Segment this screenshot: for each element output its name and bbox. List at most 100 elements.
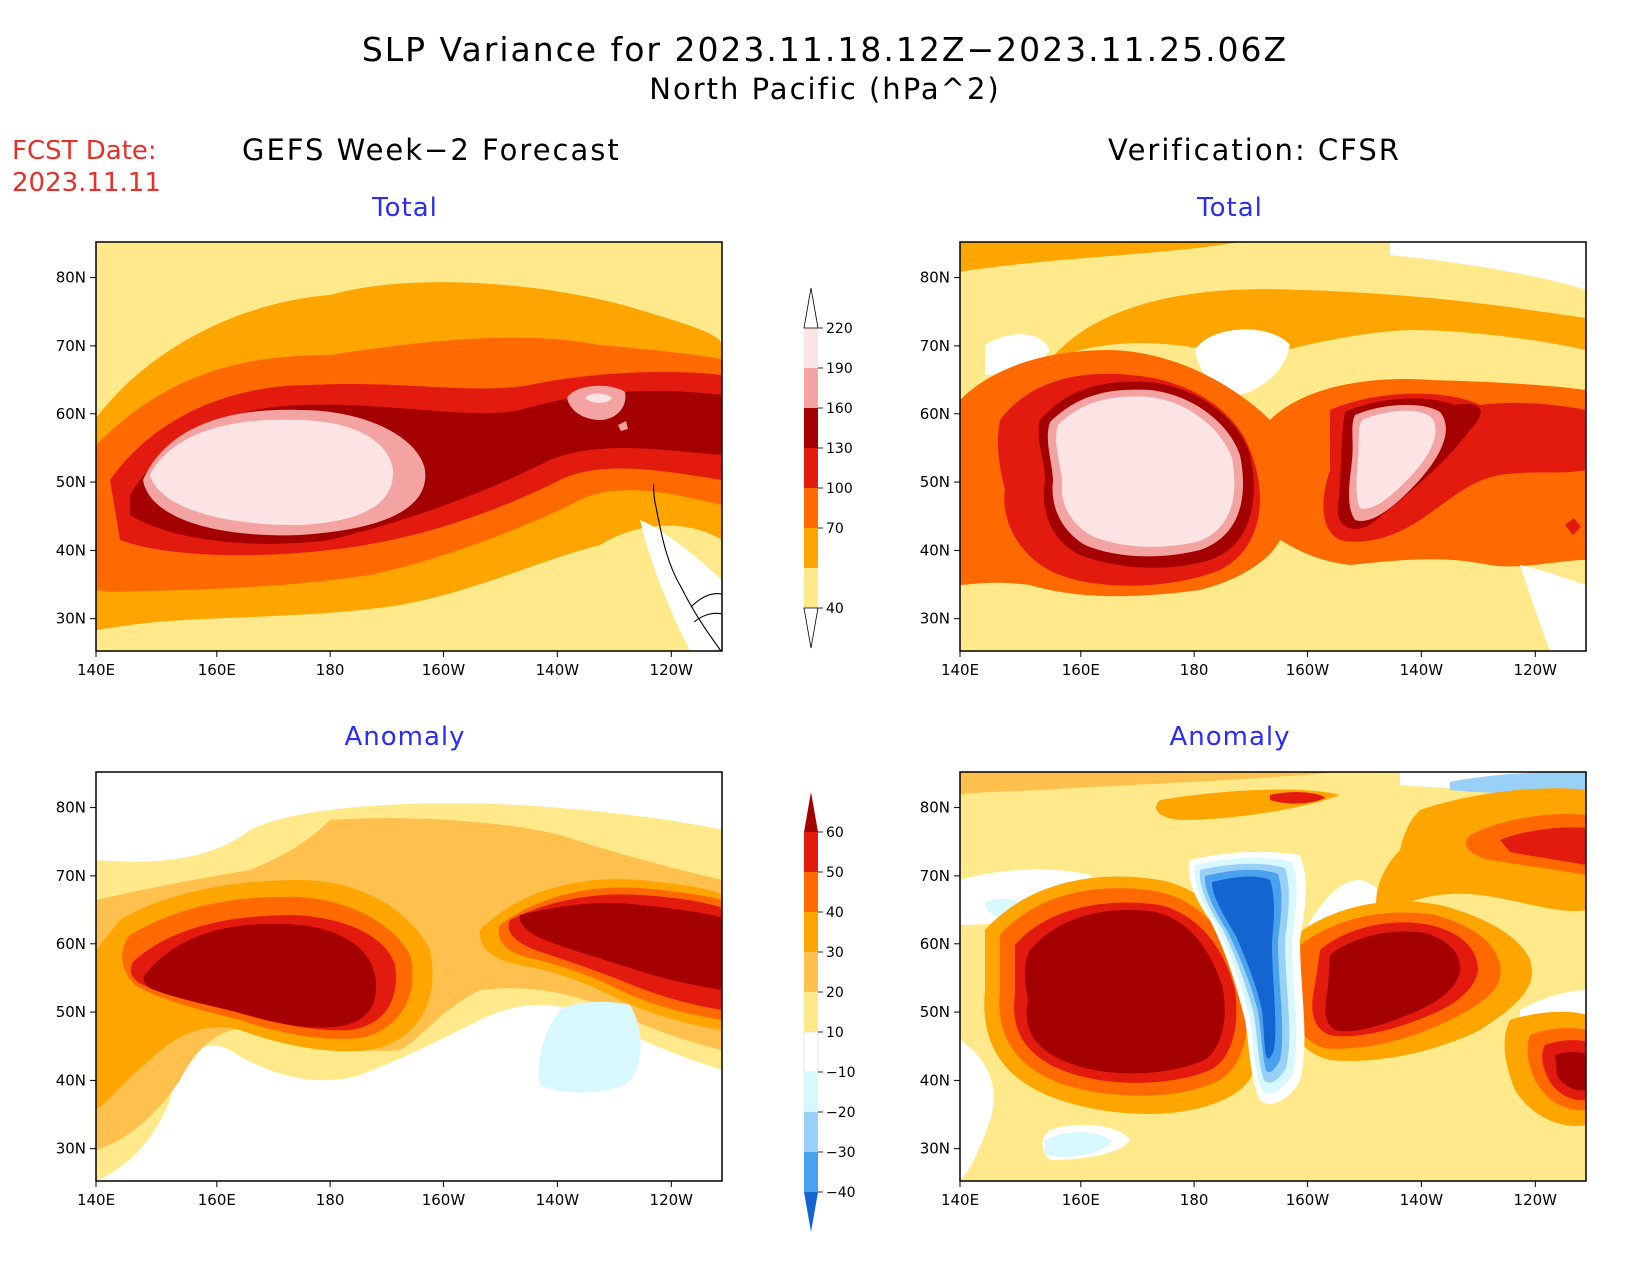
colorbar-anomaly-swatch bbox=[804, 1072, 818, 1112]
colorbar-anomaly-swatch bbox=[804, 832, 818, 872]
forecast-date-block: FCST Date: 2023.11.11 bbox=[12, 135, 161, 199]
map-frame-forecast-total bbox=[95, 241, 723, 652]
colorbar-total-label: 220 bbox=[826, 321, 853, 337]
lon-tick-label: 120W bbox=[1514, 661, 1558, 679]
lat-tick-label: 50N bbox=[920, 1003, 950, 1021]
colorbar-anomaly-label: −40 bbox=[826, 1185, 856, 1201]
lon-tick-label: 140W bbox=[536, 1191, 580, 1209]
figure-title: SLP Variance for 2023.11.18.12Z−2023.11.… bbox=[361, 30, 1289, 69]
lon-tick-label: 160E bbox=[198, 1191, 236, 1209]
colorbar-total-label: 130 bbox=[826, 441, 853, 457]
colorbar-total-bottom-arrow bbox=[803, 607, 819, 649]
colorbars: 220 190 160 130 100 70 40 60 50 40 30 20 10 −10 −20 −30… bbox=[803, 287, 856, 1232]
lat-tick-label: 50N bbox=[56, 1003, 86, 1021]
colorbar-total-label: 190 bbox=[826, 361, 853, 377]
colorbar-anomaly-label: 30 bbox=[826, 945, 844, 961]
lon-tick-label: 160W bbox=[422, 661, 466, 679]
lon-tick-label: 120W bbox=[650, 661, 694, 679]
colorbar-anomaly-swatch bbox=[804, 872, 818, 912]
coastline-forecast-total bbox=[652, 484, 723, 652]
colorbar-anomaly-label: 40 bbox=[826, 905, 844, 921]
lon-tick-label: 140W bbox=[1400, 1191, 1444, 1209]
colorbar-anomaly-swatch bbox=[804, 1112, 818, 1152]
lat-tick-label: 30N bbox=[920, 610, 950, 628]
lat-tick-label: 60N bbox=[920, 935, 950, 953]
lat-tick-label: 40N bbox=[920, 1071, 950, 1089]
left-column-title: GEFS Week−2 Forecast bbox=[242, 133, 621, 167]
lon-tick-label: 160E bbox=[1062, 1191, 1100, 1209]
lon-tick-label: 140W bbox=[1400, 661, 1444, 679]
colorbar-anomaly-label: 20 bbox=[826, 985, 844, 1001]
lat-tick-label: 80N bbox=[920, 269, 950, 287]
map-frame-verification-anomaly bbox=[959, 771, 1587, 1182]
panel-title-anomaly-forecast: Anomaly bbox=[344, 722, 466, 752]
lat-tick-label: 30N bbox=[56, 610, 86, 628]
lat-tick-label: 70N bbox=[56, 867, 86, 885]
colorbar-total-swatch bbox=[804, 528, 818, 568]
colorbar-total-label: 160 bbox=[826, 401, 853, 417]
lon-tick-label: 180 bbox=[1180, 661, 1209, 679]
lat-tick-label: 70N bbox=[920, 867, 950, 885]
colorbar-total-swatch bbox=[804, 488, 818, 528]
lon-tick-label: 120W bbox=[1514, 1191, 1558, 1209]
lat-tick-label: 60N bbox=[920, 405, 950, 423]
lon-tick-label: 120W bbox=[650, 1191, 694, 1209]
figure-subtitle: North Pacific (hPa^2) bbox=[649, 72, 1001, 106]
colorbar-anomaly-swatch bbox=[804, 912, 818, 952]
map-panel-forecast-total bbox=[96, 242, 722, 651]
colorbar-anomaly-label: 10 bbox=[826, 1025, 844, 1041]
lat-tick-label: 40N bbox=[920, 541, 950, 559]
lon-tick-label: 140E bbox=[77, 1191, 115, 1209]
lon-tick-label: 160W bbox=[1286, 1191, 1330, 1209]
lat-tick-label: 70N bbox=[56, 337, 86, 355]
lon-tick-label: 140E bbox=[941, 661, 979, 679]
colorbar-total-swatch bbox=[804, 568, 818, 608]
lat-tick-label: 60N bbox=[56, 405, 86, 423]
lat-tick-label: 30N bbox=[56, 1140, 86, 1158]
lat-tick-label: 70N bbox=[920, 337, 950, 355]
coastline-segment bbox=[690, 593, 723, 608]
map-panel-verification-total bbox=[960, 242, 1586, 651]
lat-tick-label: 80N bbox=[56, 269, 86, 287]
map-frame-forecast-anomaly bbox=[95, 771, 723, 1182]
lon-tick-label: 180 bbox=[316, 1191, 345, 1209]
colorbar-anomaly-label: −20 bbox=[826, 1105, 856, 1121]
panel-title-total-forecast: Total bbox=[372, 193, 438, 223]
map-frame-verification-total bbox=[959, 241, 1587, 652]
right-column-title: Verification: CFSR bbox=[1108, 133, 1401, 167]
colorbar-anomaly-swatch bbox=[803, 1031, 819, 1073]
forecast-date-label: FCST Date: bbox=[12, 136, 157, 166]
lat-tick-label: 80N bbox=[920, 799, 950, 817]
lon-tick-label: 140E bbox=[941, 1191, 979, 1209]
lon-tick-label: 180 bbox=[1180, 1191, 1209, 1209]
colorbar-anomaly-top-arrow bbox=[804, 792, 818, 832]
colorbar-total-label: 100 bbox=[826, 481, 853, 497]
lat-tick-label: 80N bbox=[56, 799, 86, 817]
lon-tick-label: 160E bbox=[198, 661, 236, 679]
colorbar-anomaly-label: 50 bbox=[826, 865, 844, 881]
coastline-overlays bbox=[652, 484, 723, 652]
colorbar-total-label: 40 bbox=[826, 601, 844, 617]
map-panel-forecast-anomaly bbox=[96, 772, 722, 1181]
colorbar-total-label: 70 bbox=[826, 521, 844, 537]
colorbar-anomaly-swatch bbox=[804, 1152, 818, 1192]
colorbar-anomaly-swatch bbox=[804, 952, 818, 992]
colorbar-total-swatch bbox=[804, 448, 818, 488]
lat-tick-label: 50N bbox=[56, 473, 86, 491]
colorbar-anomaly-bottom-arrow bbox=[804, 1192, 818, 1232]
colorbar-total-swatch bbox=[804, 328, 818, 368]
lat-tick-label: 30N bbox=[920, 1140, 950, 1158]
colorbar-anomaly-label: 60 bbox=[826, 825, 844, 841]
forecast-date-value: 2023.11.11 bbox=[12, 168, 161, 198]
colorbar-anomaly-label: −30 bbox=[826, 1145, 856, 1161]
colorbar-total-swatch bbox=[804, 368, 818, 408]
panel-title-anomaly-verification: Anomaly bbox=[1169, 722, 1291, 752]
lon-tick-label: 160W bbox=[1286, 661, 1330, 679]
lat-tick-label: 60N bbox=[56, 935, 86, 953]
axis-labels: 140E 160E 180 160W 140W 120W 80N 70N 60N 50N 40N 30… bbox=[56, 269, 1558, 1209]
lon-tick-label: 160E bbox=[1062, 661, 1100, 679]
colorbar-anomaly-label: −10 bbox=[826, 1065, 856, 1081]
lat-tick-label: 50N bbox=[920, 473, 950, 491]
colorbar-total-swatch bbox=[804, 408, 818, 448]
